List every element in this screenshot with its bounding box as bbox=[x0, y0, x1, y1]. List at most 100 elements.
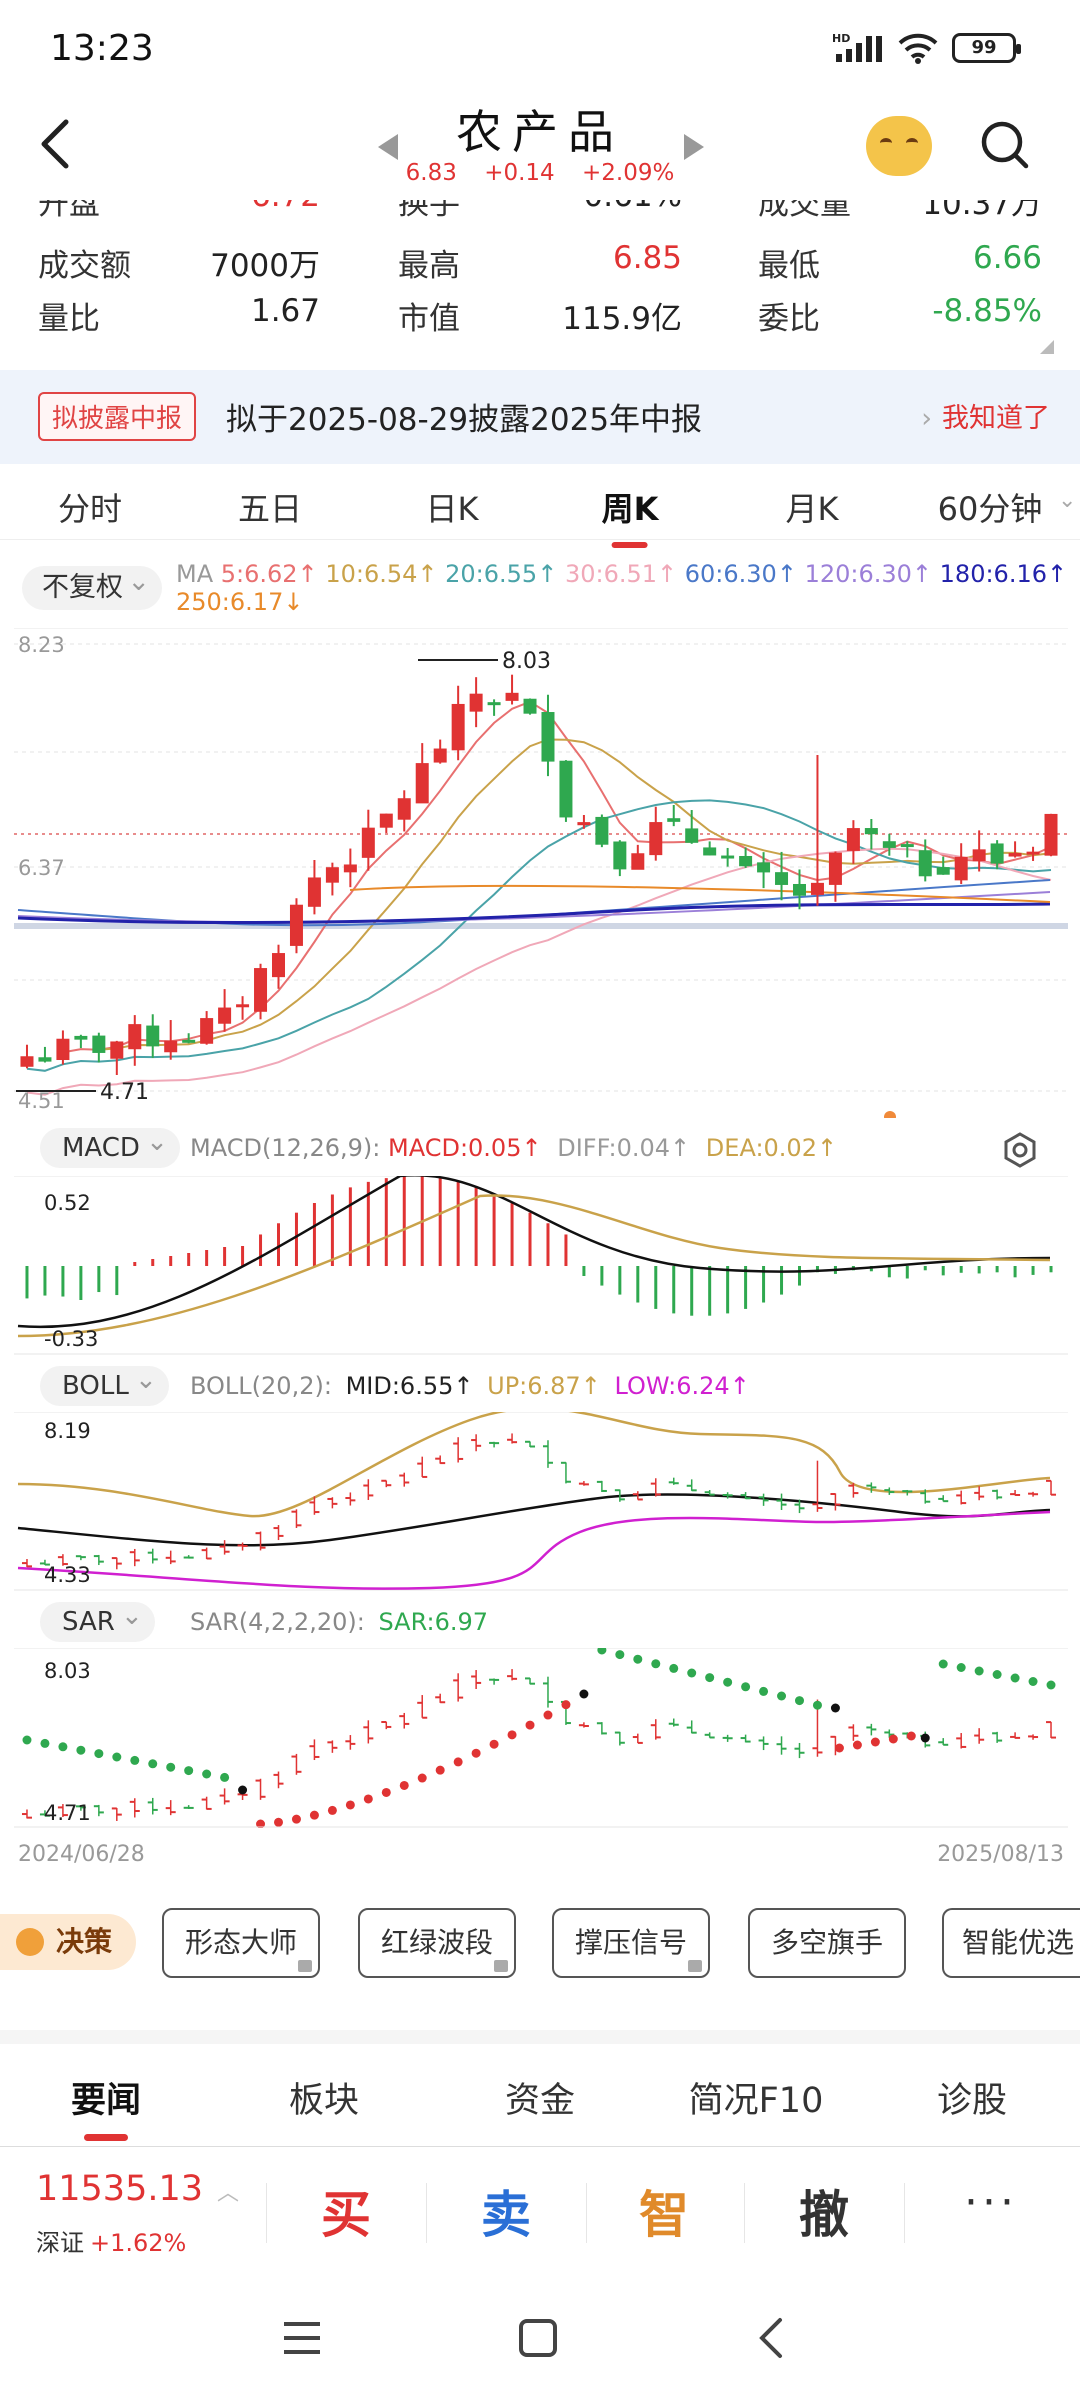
sar-dot bbox=[1010, 1673, 1020, 1683]
ma-10: 10:6.54↑ bbox=[325, 560, 438, 588]
quote-value: 7000万 bbox=[210, 248, 320, 284]
chip-red-green-band[interactable]: 红绿波段 bbox=[358, 1908, 516, 1978]
sar-dot bbox=[58, 1742, 68, 1752]
chip-support-resistance[interactable]: 撑压信号 bbox=[552, 1908, 710, 1978]
chip-pattern-master[interactable]: 形态大师 bbox=[162, 1908, 320, 1978]
adjust-dropdown[interactable]: 不复权 bbox=[22, 560, 162, 610]
divider bbox=[266, 2183, 267, 2243]
macd-y-high: 0.52 bbox=[44, 1191, 91, 1215]
dismiss-notice-button[interactable]: 我知道了 bbox=[921, 396, 1050, 435]
decision-badge[interactable]: 决策 bbox=[0, 1914, 136, 1970]
tab-five-day[interactable]: 五日 bbox=[237, 490, 303, 528]
more-button[interactable]: ··· bbox=[964, 2177, 1018, 2228]
next-stock-icon[interactable] bbox=[684, 134, 704, 160]
macd-bars bbox=[25, 1176, 1053, 1316]
candles bbox=[20, 674, 1058, 1076]
index-name: 深证 bbox=[36, 2229, 84, 2257]
back-nav-icon[interactable] bbox=[756, 2316, 786, 2360]
sar-dot bbox=[345, 1800, 355, 1810]
tab-daily[interactable]: 日K bbox=[425, 490, 479, 528]
event-dot[interactable] bbox=[884, 1111, 896, 1118]
sar-value: SAR:6.97 bbox=[378, 1608, 489, 1636]
expand-corner-icon[interactable] bbox=[1040, 340, 1054, 354]
sar-dot bbox=[705, 1673, 715, 1683]
cancel-order-button[interactable]: 撤 bbox=[799, 2186, 849, 2244]
buy-button[interactable]: 买 bbox=[321, 2186, 371, 2244]
sar-dot bbox=[633, 1654, 643, 1664]
back-icon[interactable] bbox=[36, 118, 76, 170]
sar-dot bbox=[956, 1663, 966, 1672]
chevron-down-icon[interactable]: ⌄ bbox=[1058, 488, 1077, 513]
tab-profile-f10[interactable]: 简况F10 bbox=[688, 2081, 824, 2121]
sar-dot bbox=[507, 1730, 517, 1740]
chip-smart-pick[interactable]: 智能优选 bbox=[942, 1908, 1080, 1978]
candle-body bbox=[433, 748, 447, 763]
macd-dea: DEA:0.02↑ bbox=[705, 1134, 838, 1162]
quote-value: 6.85 bbox=[612, 240, 682, 276]
sar-dot bbox=[597, 1648, 607, 1655]
settings-icon[interactable] bbox=[1000, 1130, 1040, 1170]
sar-dropdown[interactable]: SAR bbox=[40, 1596, 155, 1642]
macd-chart[interactable]: 0.52 -0.33 bbox=[0, 1176, 1080, 1356]
quote-value: 10.37万 bbox=[922, 200, 1042, 222]
tab-diagnosis[interactable]: 诊股 bbox=[936, 2081, 1008, 2121]
ma-20: 20:6.55↑ bbox=[445, 560, 558, 588]
boll-legend: BOLL(20,2): MID:6.55↑ UP:6.87↑ LOW:6.24↑ bbox=[190, 1372, 750, 1400]
prev-stock-icon[interactable] bbox=[378, 134, 398, 160]
date-end: 2025/08/13 bbox=[937, 1842, 1064, 1867]
tab-headlines[interactable]: 要闻 bbox=[71, 2072, 141, 2141]
ma10-line bbox=[98, 738, 1052, 1051]
candle-body bbox=[451, 703, 465, 751]
sar-dot bbox=[94, 1749, 104, 1759]
chip-label: 撑压信号 bbox=[574, 1926, 687, 1959]
sar-legend: SAR(4,2,2,20): SAR:6.97 bbox=[190, 1608, 488, 1636]
ma30-line bbox=[26, 847, 1052, 1096]
tab-monthly[interactable]: 月K bbox=[785, 490, 839, 528]
quote-value: 6.72 bbox=[180, 200, 320, 214]
candle-body bbox=[469, 693, 483, 712]
ma-120: 120:6.30↑ bbox=[804, 560, 933, 588]
tab-sector[interactable]: 板块 bbox=[288, 2081, 360, 2121]
sar-dot bbox=[741, 1682, 751, 1692]
candle-body bbox=[541, 712, 555, 762]
candle-body bbox=[864, 828, 878, 835]
notice-tag: 拟披露中报 bbox=[38, 392, 197, 441]
sar-dot bbox=[148, 1759, 158, 1769]
mascot-icon[interactable] bbox=[866, 116, 932, 176]
tab-funds[interactable]: 资金 bbox=[504, 2081, 576, 2121]
sar-dot bbox=[453, 1757, 463, 1767]
sar-dot bbox=[184, 1766, 194, 1776]
search-icon[interactable] bbox=[980, 120, 1030, 170]
kline-chart[interactable]: 8.23 6.37 4.51 8.03 4.71 bbox=[0, 628, 1080, 1118]
battery-icon: 99 bbox=[952, 33, 1021, 63]
tab-60min[interactable]: 60分钟 bbox=[937, 490, 1043, 528]
sar-dot bbox=[525, 1720, 535, 1730]
candle-body bbox=[200, 1018, 214, 1044]
notice-banner[interactable]: 拟披露中报 拟于2025-08-29披露2025年中报 我知道了 bbox=[0, 370, 1080, 464]
candle-body bbox=[505, 692, 519, 701]
candle-body bbox=[846, 828, 860, 851]
sar-dot bbox=[202, 1769, 212, 1779]
menu-icon[interactable] bbox=[282, 2320, 322, 2356]
chip-bull-bear-flag[interactable]: 多空旗手 bbox=[748, 1908, 906, 1978]
min-price-label: 4.71 bbox=[100, 1080, 149, 1105]
status-bar: 13:23 HD 99 bbox=[0, 0, 1080, 96]
home-icon[interactable] bbox=[518, 2318, 558, 2358]
candle-body bbox=[900, 844, 914, 848]
tab-weekly[interactable]: 周K bbox=[602, 484, 658, 548]
stock-change: +0.14 bbox=[484, 160, 555, 186]
hd-label: HD bbox=[832, 32, 850, 45]
index-value[interactable]: 11535.13 bbox=[36, 2169, 239, 2209]
sar-dot bbox=[417, 1773, 427, 1783]
boll-chart[interactable]: 8.19 4.33 bbox=[0, 1412, 1080, 1592]
boll-dropdown[interactable]: BOLL bbox=[40, 1360, 169, 1406]
sar-chart[interactable]: 8.03 4.71 bbox=[0, 1648, 1080, 1828]
candle-body bbox=[56, 1038, 70, 1061]
tab-intraday[interactable]: 分时 bbox=[57, 490, 123, 528]
candle-body bbox=[415, 763, 429, 804]
period-tabs: 分时 五日 日K 周K 月K 60分钟 ⌄ bbox=[0, 470, 1080, 548]
sell-button[interactable]: 卖 bbox=[481, 2186, 531, 2244]
macd-dropdown[interactable]: MACD bbox=[40, 1122, 180, 1168]
sar-dot bbox=[309, 1810, 319, 1820]
smart-button[interactable]: 智 bbox=[639, 2186, 689, 2244]
